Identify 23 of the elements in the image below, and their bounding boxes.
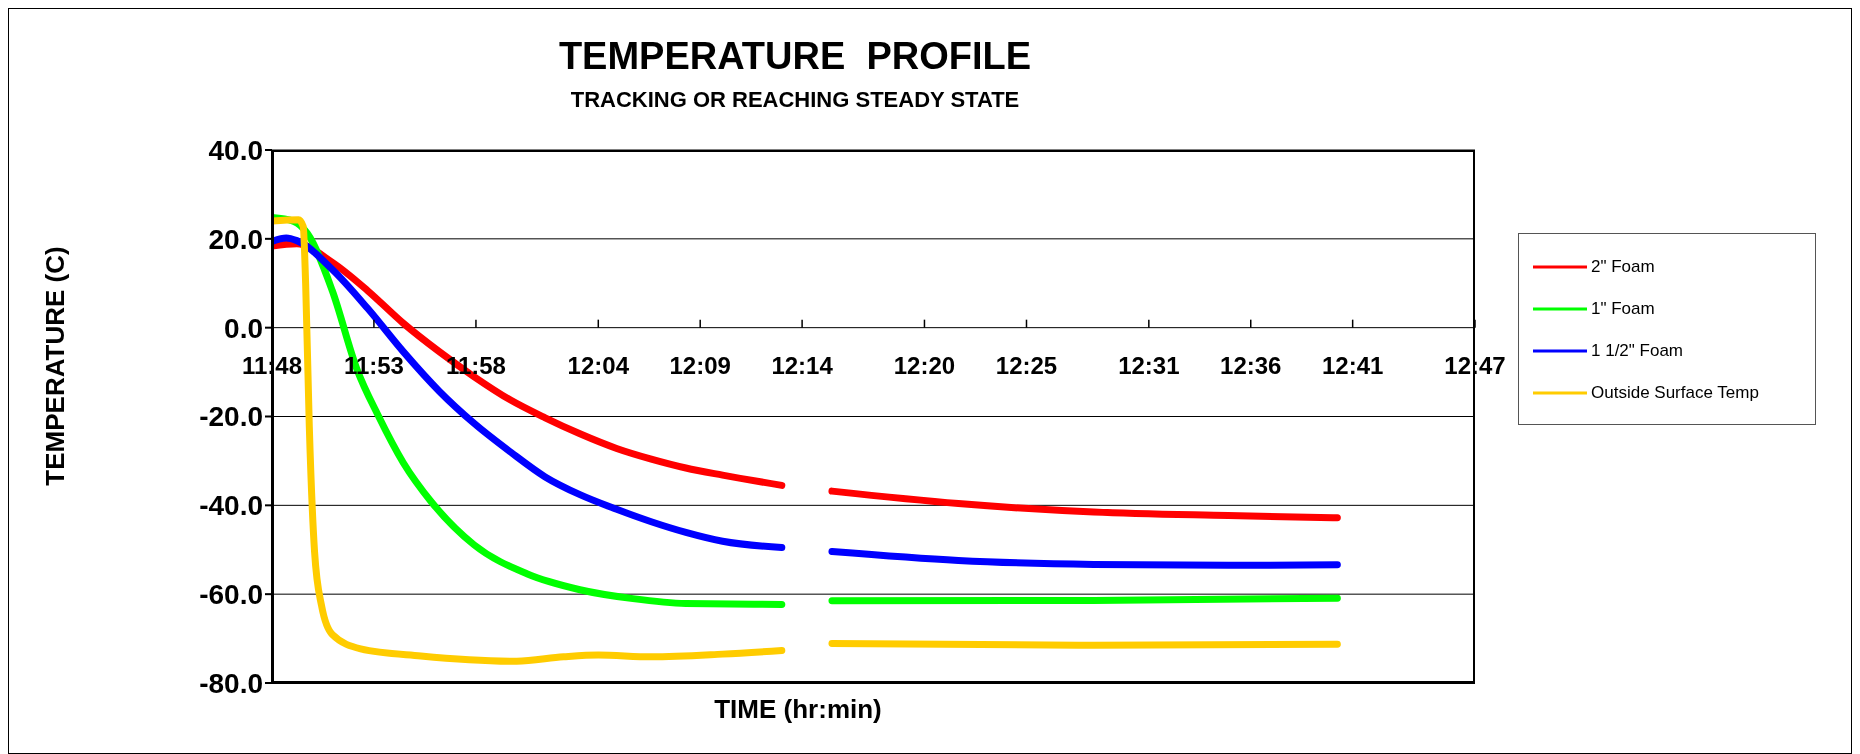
x-tick-label: 12:09 [669,351,731,379]
legend-label: 1" Foam [1591,299,1655,319]
x-tick-label: 12:25 [995,351,1058,379]
x-tick-label: 12:31 [1118,351,1180,379]
x-tick-label: 12:41 [1321,351,1384,379]
legend-label: 1 1/2" Foam [1591,341,1684,361]
x-tick-label: 12:04 [567,351,630,379]
y-tick-label: 20.0 [208,223,263,255]
chart-subtitle: TRACKING OR REACHING STEADY STATE [569,87,1021,113]
y-tick-label: 40.0 [208,134,263,166]
x-tick-label: 12:20 [893,351,956,379]
y-tick-label: -80.0 [199,667,263,699]
y-axis-title: TEMPERATURE (C) [39,246,71,486]
y-tick-label: -40.0 [199,490,263,522]
x-tick-label: 12:36 [1220,351,1282,379]
y-tick-label: -60.0 [199,579,263,611]
chart-title: TEMPERATURE PROFILE [557,35,1033,78]
x-tick-label: 12:14 [771,351,834,379]
legend-label: Outside Surface Temp [1591,383,1759,403]
legend-label: 2" Foam [1591,257,1655,277]
y-tick-label: 0.0 [224,312,263,344]
x-axis-title: TIME (hr:min) [714,693,882,725]
y-tick-label: -20.0 [199,401,263,433]
